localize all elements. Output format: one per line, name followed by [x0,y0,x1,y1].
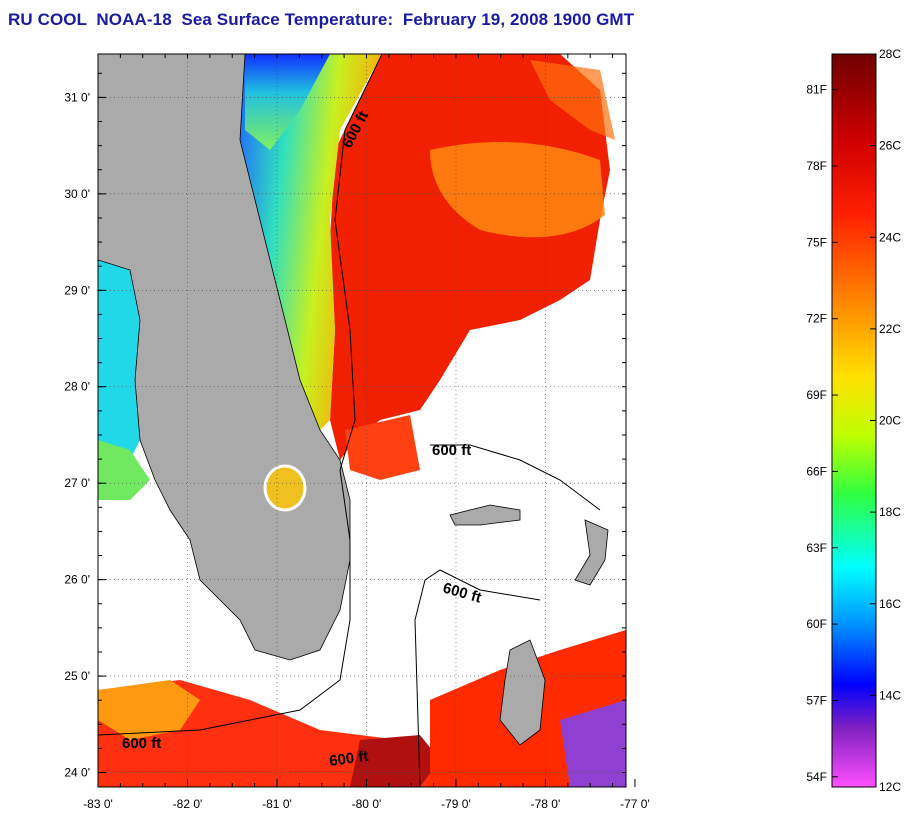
straits-dark-red [350,735,440,787]
lon-tick-label: -81 0' [262,797,292,811]
isobath-contour-bahamas-south [414,569,541,787]
colorbar-label-c: 26C [879,139,901,153]
andros-island [499,639,546,746]
contour-label-south: 600 ft [328,748,369,770]
isobath-contour-east [98,54,383,736]
straits-orange-patch [98,680,200,740]
colorbar-label-f: 72F [806,312,827,326]
colorbar-label-f: 66F [806,464,827,478]
gulf-stream-orange-edge [530,60,615,140]
colorbar-label-f: 69F [806,388,827,402]
colorbar-label-c: 28C [879,47,901,61]
map-area [98,54,626,787]
lon-tick-label: -82 0' [173,797,203,811]
gulf-coast-green-water [98,440,150,500]
colorbar-label-f: 57F [806,693,827,707]
lon-tick-label: -80 0' [352,797,382,811]
colorbar-ticks [832,53,876,788]
colorbar [831,53,877,788]
lon-tick-label: -78 0' [531,797,561,811]
colorbar-label-c: 18C [879,505,901,519]
map-title: RU COOL NOAA-18 Sea Surface Temperature:… [8,10,635,29]
colorbar-label-f: 81F [806,83,827,97]
isobath-contour-bahamas-north [430,444,601,511]
gulf-stream-orange-band [430,142,605,238]
colorbar-label-c: 20C [879,414,901,428]
colorbar-label-c: 14C [879,688,901,702]
colorbar-label-f: 75F [806,235,827,249]
lat-tick-label: 25 0' [64,669,90,683]
colorbar-label-c: 12C [879,780,901,794]
colorbar-label-c: 16C [879,597,901,611]
lon-tick-label: -83 0' [83,797,113,811]
colorbar-label-f: 54F [806,770,827,784]
lat-tick-label: 29 0' [64,283,90,297]
map-border [97,53,627,788]
axis-ticks [97,54,636,787]
lake-okeechobee [263,464,307,512]
northern-cold-water [245,54,330,150]
keys-warm-patch [345,415,420,480]
shelf-water [240,54,382,430]
lon-tick-label: -77 0' [620,797,650,811]
lon-tick-label: -79 0' [441,797,471,811]
colorbar-label-f: 60F [806,617,827,631]
colorbar-label-c: 22C [879,322,901,336]
bahamas-purple-patch [560,700,626,787]
contour-label-bahamas-north: 600 ft [432,442,471,459]
lat-tick-label: 24 0' [64,766,90,780]
abaco-island [574,519,609,586]
grand-bahama-island [449,504,521,526]
colorbar-label-f: 63F [806,541,827,555]
lat-tick-label: 31 0' [64,90,90,104]
lat-tick-label: 27 0' [64,476,90,490]
lat-tick-label: 30 0' [64,187,90,201]
colorbar-label-c: 24C [879,230,901,244]
grid-lines [98,54,626,787]
gulf-coast-cool-water [98,260,140,490]
contour-label-west: 600 ft [122,735,161,752]
lat-tick-label: 28 0' [64,380,90,394]
lat-tick-label: 26 0' [64,573,90,587]
colorbar-label-f: 78F [806,159,827,173]
